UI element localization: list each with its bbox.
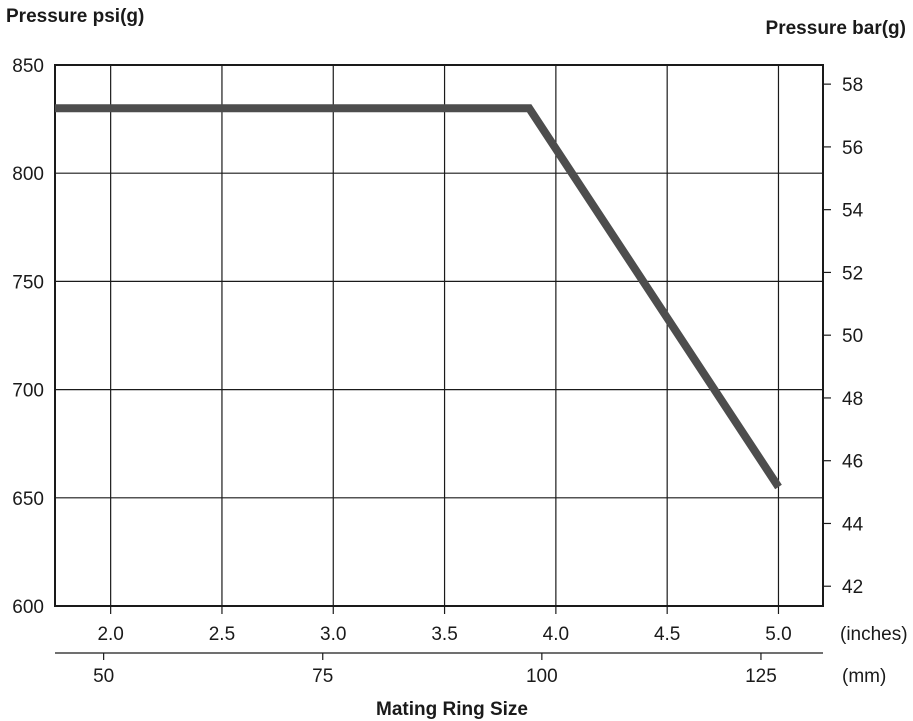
y-tick-label-right: 52 [842, 263, 863, 284]
x-tick-label-inches: 2.0 [97, 624, 123, 645]
x-tick-label-inches: 4.5 [654, 624, 680, 645]
y-tick-label-left: 700 [12, 381, 44, 402]
x-tick-label-inches: 3.0 [320, 624, 346, 645]
grid-lines [55, 64, 823, 607]
series-layer [55, 104, 782, 490]
pressure-series-line [55, 104, 782, 490]
left-axis-title: Pressure psi(g) [6, 6, 144, 27]
y-tick-label-right: 54 [842, 201, 864, 222]
y-tick-label-left: 750 [12, 272, 44, 293]
y-tick-label-right: 56 [842, 138, 863, 159]
y-tick-label-left: 650 [12, 489, 44, 510]
x-axis-title: Mating Ring Size [376, 699, 528, 720]
y-tick-label-right: 58 [842, 75, 863, 96]
x-unit-inches-label: (inches) [840, 624, 908, 645]
x-tick-label-inches: 3.5 [431, 624, 457, 645]
plot-border [54, 64, 824, 607]
y-tick-label-right: 46 [842, 452, 863, 473]
x-tick-label-mm: 50 [93, 666, 114, 687]
right-axis-title: Pressure bar(g) [766, 18, 906, 39]
y-tick-label-left: 800 [12, 164, 44, 185]
x-tick-label-inches: 2.5 [209, 624, 235, 645]
x-unit-mm-label: (mm) [842, 666, 886, 687]
x-tick-label-mm: 75 [312, 666, 333, 687]
x-tick-label-mm: 100 [526, 666, 558, 687]
y-tick-label-left: 850 [12, 56, 44, 77]
y-tick-label-right: 44 [842, 514, 864, 535]
y-tick-label-right: 42 [842, 577, 863, 598]
x-tick-label-inches: 5.0 [765, 624, 791, 645]
tick-labels: 600 650 700 750 800 850 2.0 2.5 3.0 3.5 4.0 4.5 5.0 4… [12, 56, 863, 687]
y-tick-label-right: 50 [842, 326, 863, 347]
x-tick-label-inches: 4.0 [543, 624, 569, 645]
axes [54, 64, 831, 660]
x-tick-label-mm: 125 [745, 666, 777, 687]
y-tick-label-right: 48 [842, 389, 863, 410]
y-tick-label-left: 600 [12, 597, 44, 618]
